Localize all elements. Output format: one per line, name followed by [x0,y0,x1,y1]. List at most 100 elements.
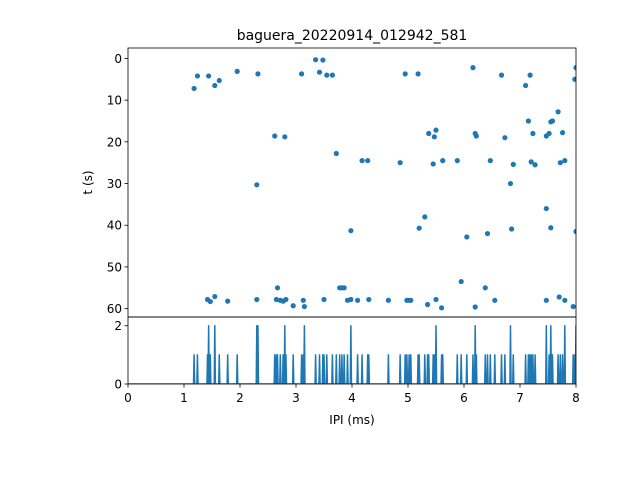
y-tick-label: 20 [107,135,122,149]
scatter-point [502,135,508,141]
scatter-point [274,285,281,291]
scatter-point [543,205,549,212]
x-tick-label: 5 [404,391,412,405]
scatter-point [333,150,339,157]
scatter-point [498,72,505,78]
scatter-point [470,65,476,71]
scatter-point [509,226,515,232]
scatter-point [507,180,514,187]
scatter-point [557,160,563,166]
scatter-point [433,296,439,303]
y-tick-label: 60 [107,302,122,316]
chart-title: baguera_20220914_012942_581 [237,28,468,44]
x-tick-label: 6 [460,391,468,405]
scatter-point [301,303,307,310]
x-tick-label: 4 [348,391,356,405]
scatter-point [562,297,568,303]
scatter-point [216,77,222,84]
y-tick-label: 50 [107,260,122,274]
scatter-point [290,303,296,309]
scatter-point [440,158,446,164]
scatter-point [562,158,568,164]
scatter-point [283,296,289,303]
scatter-point [320,57,326,63]
scatter-point [527,72,533,78]
scatter-point [191,85,197,92]
scatter-point [482,285,488,291]
scatter-point [555,109,561,115]
scatter-point [548,225,554,231]
scatter-point [255,71,261,77]
scatter-point [422,214,428,220]
x-tick-label: 7 [516,391,524,405]
scatter-point [433,127,439,133]
scatter-point [430,161,436,167]
scatter-point [484,230,491,237]
scatter-panel: 0 10 20 30 40 50 60 t (s) [81,47,577,318]
scatter-point [316,69,323,75]
x-axis-label: IPI (ms) [329,413,374,427]
y-tick-label: 10 [107,94,122,108]
scatter-point [472,304,478,310]
scatter-point [272,133,278,139]
scatter-point [254,296,260,303]
histogram-frame [127,316,577,385]
scatter-point [397,160,403,166]
scatter-point [473,133,479,139]
scatter-point [254,182,260,188]
scatter-point [416,225,422,231]
scatter-point [225,298,231,304]
scatter-point [329,72,335,78]
scatter-point [458,278,464,285]
scatter-point [402,71,408,77]
scatter-point [572,76,576,82]
scatter-point [528,159,534,165]
scatter-point [510,161,516,167]
scatter-point [546,130,552,137]
scatter-point [355,297,361,303]
scatter-point [234,68,240,74]
scatter-point [206,73,212,79]
scatter-point [487,158,493,164]
scatter-point [341,285,347,291]
scatter-point [523,82,529,89]
scatter-point [207,298,213,305]
scatter-point [273,296,279,303]
scatter-point [425,301,431,308]
x-tick-label: 0 [124,391,132,405]
scatter-point [492,297,498,303]
scatter-point [573,65,576,71]
scatter-point [426,130,432,137]
histogram-panel: 0 2 0 1 2 3 4 5 6 7 8 IPI (ms) [114,316,580,427]
scatter-point [300,297,306,303]
y-tick-label: 0 [114,52,122,66]
scatter-point [464,234,470,240]
scatter-points [191,57,576,311]
scatter-point [324,72,330,78]
scatter-point [543,297,549,303]
scatter-point [212,293,218,300]
scatter-point [573,228,576,235]
scatter-point [348,296,354,303]
scatter-point [408,297,414,303]
scatter-point [282,134,288,140]
scatter-point [431,134,437,140]
x-tick-label: 2 [236,391,244,405]
scatter-point [365,158,371,164]
histogram-line [128,324,576,384]
scatter-point [359,158,365,164]
scatter-point [439,305,445,311]
scatter-point [525,118,532,124]
scatter-point [321,296,327,303]
scatter-point [570,303,576,310]
scatter-point [313,57,319,63]
scatter-point [415,71,421,77]
scatter-point [194,73,201,79]
scatter-point [549,118,556,124]
scatter-point [532,162,538,168]
y-tick-label: 40 [107,219,122,233]
scatter-point [299,71,305,77]
x-tick-label: 3 [292,391,300,405]
scatter-point [530,130,536,137]
